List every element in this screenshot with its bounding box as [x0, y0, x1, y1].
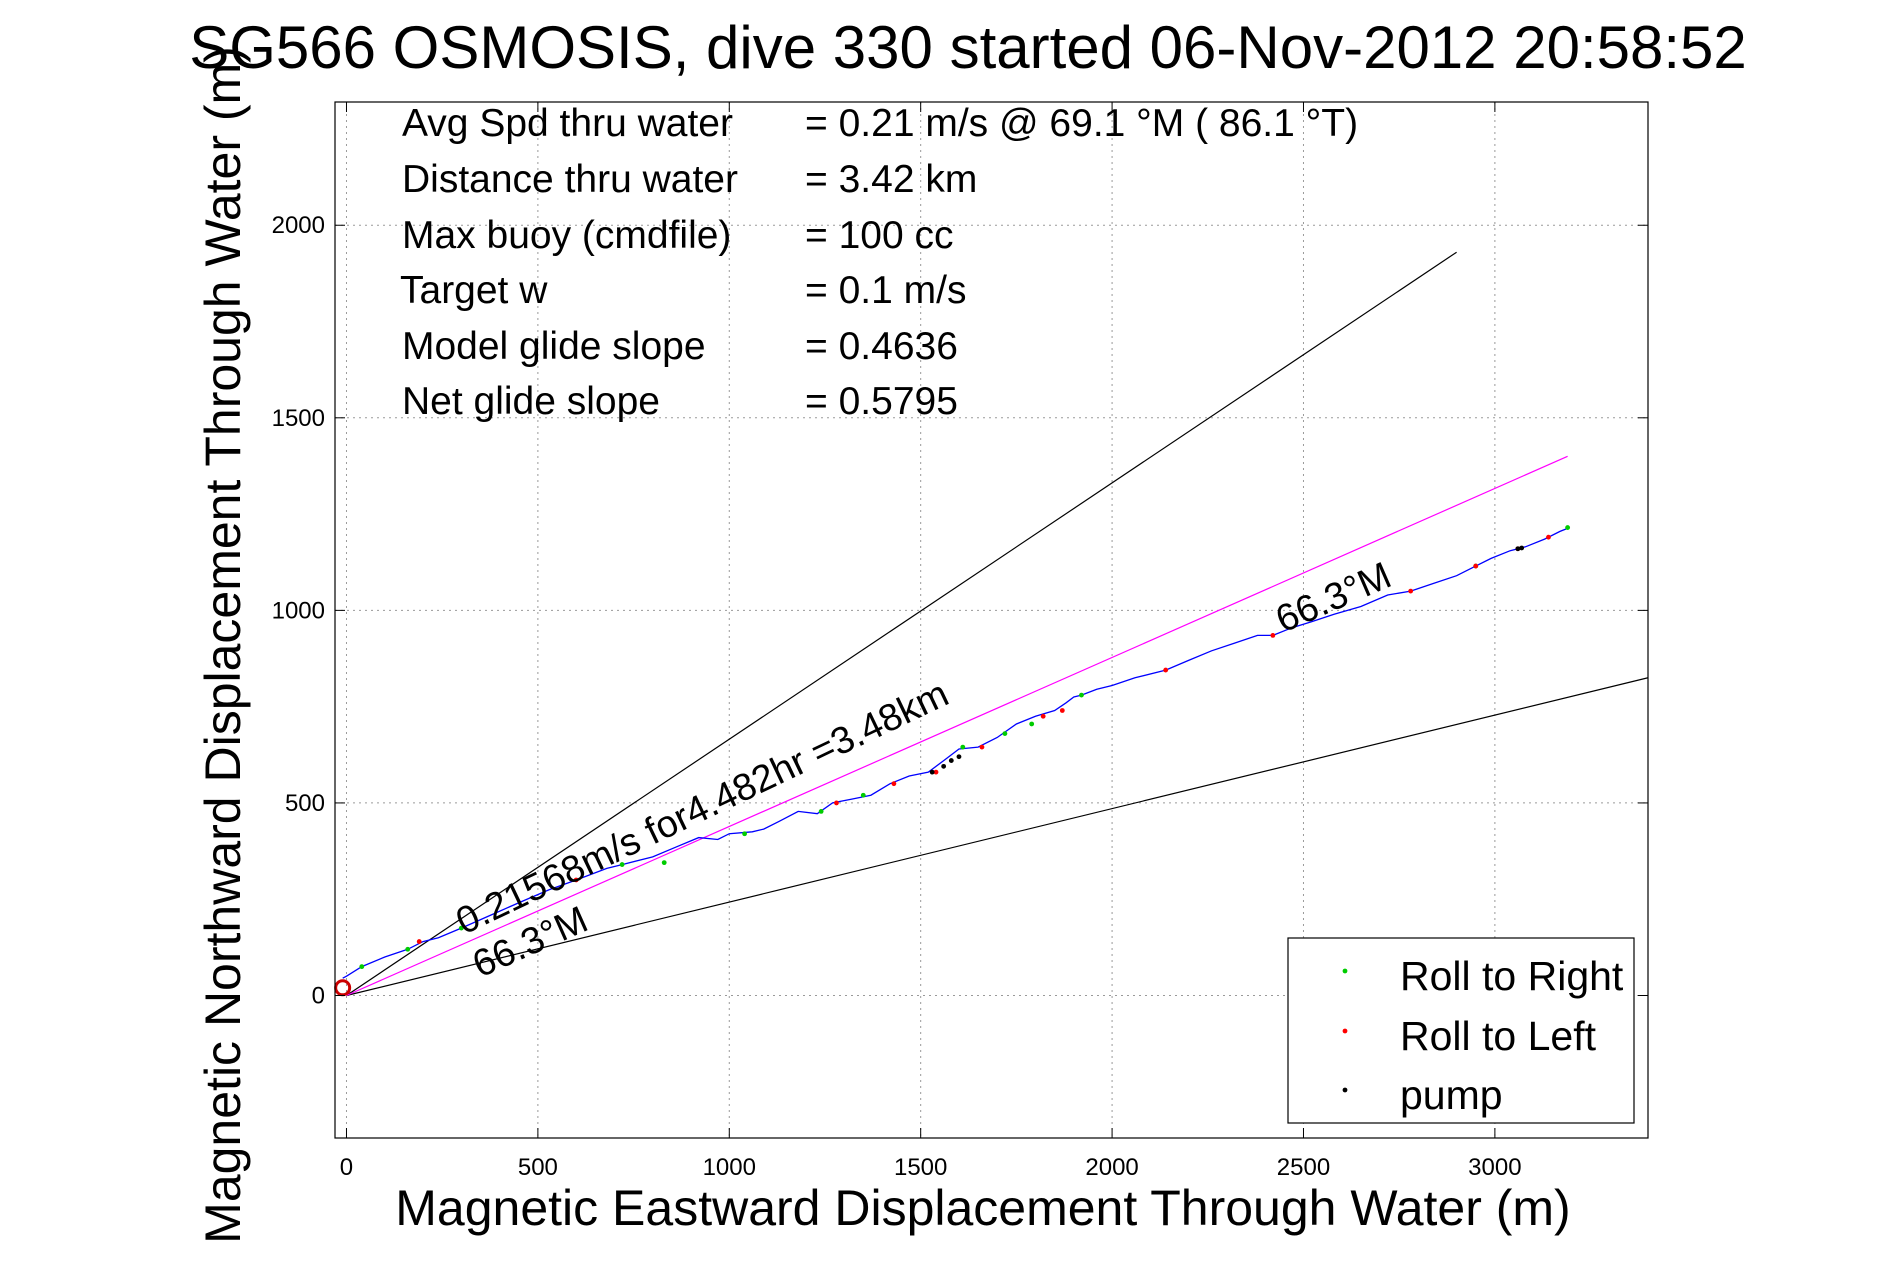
x-axis-ticks: 0 500 1000 1500 2000 2500 3000 [340, 102, 1522, 1181]
stat-value-target-w: = 0.1 m/s [805, 269, 966, 312]
stat-label-net-glide: Net glide slope [402, 380, 660, 423]
reference-line-upper-slope [346, 251, 1457, 997]
roll-left-point [1473, 563, 1479, 569]
x-tick-label: 2500 [1277, 1154, 1330, 1181]
stat-label-model-glide: Model glide slope [402, 325, 706, 368]
grid-lines [335, 102, 1648, 1138]
legend: Roll to Right Roll to Left pump [1287, 937, 1635, 1124]
track-line [342, 526, 1570, 979]
x-tick-label: 2000 [1085, 1154, 1138, 1181]
x-tick-label: 3000 [1468, 1154, 1521, 1181]
roll-right-point [405, 946, 411, 952]
stat-value-net-glide: = 0.5795 [805, 380, 958, 423]
reference-line-lower-slope [346, 677, 1649, 997]
y-tick-label: 1500 [272, 405, 325, 432]
stat-value-max-buoy: = 100 cc [805, 214, 954, 257]
roll-left-point [933, 769, 939, 775]
x-tick-label: 0 [340, 1154, 353, 1181]
x-tick-label: 500 [518, 1154, 558, 1181]
pump-point [948, 758, 954, 763]
x-tick-label: 1500 [894, 1154, 947, 1181]
stat-label-avg-speed: Avg Spd thru water [402, 102, 733, 145]
roll-left-point [834, 800, 839, 806]
reference-line-heading [346, 455, 1568, 997]
event-markers [359, 525, 1571, 970]
roll-left-point [1270, 633, 1276, 638]
stat-label-max-buoy: Max buoy (cmdfile) [402, 214, 731, 257]
roll-left-point [1163, 667, 1169, 673]
pump-point [956, 754, 962, 760]
x-tick-label: 1000 [703, 1154, 756, 1181]
roll-left-point [573, 877, 579, 883]
chart-title: SG566 OSMOSIS, dive 330 started 06-Nov-2… [189, 14, 1747, 81]
roll-right-point [1002, 731, 1008, 737]
roll-right-point [742, 831, 747, 837]
stat-value-avg-speed: = 0.21 m/s @ 69.1 °M ( 86.1 °T) [805, 102, 1358, 145]
pump-point [1519, 545, 1525, 551]
roll-left-point [1059, 708, 1065, 713]
legend-label-roll-right: Roll to Right [1400, 953, 1624, 999]
roll-right-point [661, 860, 667, 866]
roll-right-point [619, 862, 625, 867]
stat-label-distance: Distance thru water [402, 158, 738, 201]
roll-left-point [1546, 534, 1551, 540]
legend-label-roll-left: Roll to Left [1400, 1013, 1597, 1059]
roll-left-point [1408, 588, 1414, 594]
legend-marker-pump [1342, 1087, 1348, 1093]
stat-label-target-w: Target w [400, 269, 548, 312]
y-tick-label: 500 [285, 790, 325, 817]
x-axis-label: Magnetic Eastward Displacement Through W… [395, 1180, 1570, 1236]
roll-right-point [1565, 525, 1571, 530]
stat-value-model-glide: = 0.4636 [805, 325, 958, 368]
pump-point [1515, 546, 1521, 552]
y-axis-label: Magnetic Northward Displacement Through … [195, 46, 251, 1244]
roll-right-point [1079, 692, 1084, 698]
roll-right-point [818, 809, 824, 814]
y-tick-label: 1000 [272, 597, 325, 624]
roll-left-point [979, 744, 985, 750]
y-axis-ticks: 0 500 1000 1500 2000 [272, 212, 1648, 1010]
roll-right-point [1029, 721, 1035, 727]
stat-value-distance: = 3.42 km [805, 158, 977, 201]
roll-left-point [891, 781, 897, 787]
pump-point [941, 763, 947, 769]
roll-right-point [359, 964, 365, 970]
roll-left-point [1040, 713, 1046, 719]
pump-point [929, 769, 935, 775]
plot-area-frame [334, 101, 1649, 1139]
roll-right-point [458, 925, 464, 931]
y-tick-label: 0 [312, 983, 325, 1010]
y-tick-label: 2000 [272, 212, 325, 239]
reference-lines [346, 251, 1649, 997]
start-marker [334, 979, 352, 997]
roll-right-point [860, 792, 866, 798]
roll-left-point [416, 939, 422, 944]
legend-marker-roll-right [1342, 968, 1348, 974]
stats-block: Avg Spd thru water = 0.21 m/s @ 69.1 °M … [400, 102, 1358, 423]
legend-marker-roll-left [1342, 1028, 1348, 1034]
legend-label-pump: pump [1400, 1072, 1503, 1118]
track-line-group [334, 526, 1570, 997]
roll-right-point [960, 744, 966, 750]
